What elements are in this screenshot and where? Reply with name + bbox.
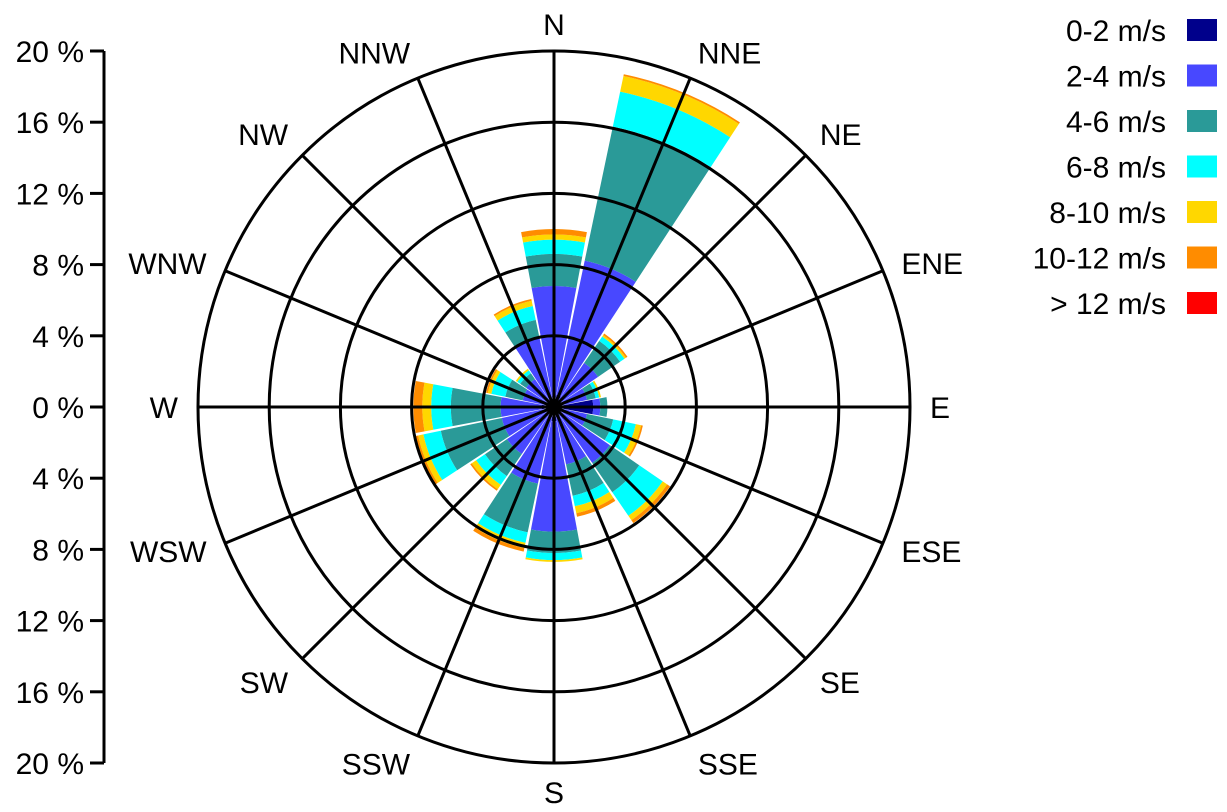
- scale-tick-label-9: 16 %: [16, 677, 84, 710]
- spoke-se: [552, 405, 807, 660]
- direction-label-n: N: [543, 9, 565, 42]
- direction-label-nw: NW: [238, 119, 289, 152]
- direction-label-ese: ESE: [901, 536, 961, 569]
- petal-sse-4-6-m-s: SSE 4-6 m/s: 1.8: [566, 456, 604, 496]
- direction-label-w: W: [150, 392, 179, 425]
- spoke-nw: [301, 154, 556, 409]
- legend-swatch-12-m-s: [1187, 292, 1217, 314]
- spoke-sw: [301, 405, 556, 660]
- petal-ese-10-12-m-s: ESE 10-12 m/s: 0.1: [628, 425, 643, 457]
- scale-tick-label-10: 20 %: [16, 748, 84, 781]
- spoke-nnw: [416, 77, 556, 408]
- direction-label-sw: SW: [240, 667, 289, 700]
- legend: 0-2 m/s 2-4 m/s 4-6 m/s 6-8 m/s 8-10 m/s 10-1…: [1033, 15, 1217, 321]
- spoke-nne: [552, 77, 692, 408]
- spoke-sse: [552, 406, 692, 737]
- scale-tick-label-1: 16 %: [16, 107, 84, 140]
- petal-ssw-2-4-m-s: SSW 2-4 m/s: 3.8: [511, 415, 552, 484]
- legend-label-8-10-m-s: 8-10 m/s: [1049, 197, 1166, 230]
- petal-ssw-10-12-m-s: SSW 10-12 m/s: 0.2: [473, 527, 525, 552]
- direction-label-se: SE: [820, 667, 860, 700]
- legend-label-4-6-m-s: 4-6 m/s: [1066, 106, 1166, 139]
- spoke-ene: [553, 269, 884, 409]
- petal-sw-10-12-m-s: SW 10-12 m/s: 0.1: [470, 463, 498, 491]
- direction-label-e: E: [930, 392, 950, 425]
- direction-label-ne: NE: [820, 119, 862, 152]
- scale-tick-label-6: 4 %: [32, 463, 84, 496]
- legend-swatch-6-8-m-s: [1187, 155, 1217, 178]
- direction-label-nnw: NNW: [338, 38, 410, 71]
- spoke-wnw: [224, 269, 555, 409]
- legend-swatch-4-6-m-s: [1187, 110, 1217, 132]
- scale-tick-label-4: 4 %: [32, 321, 84, 354]
- legend-label-10-12-m-s: 10-12 m/s: [1033, 243, 1166, 276]
- petal-nne-2-4-m-s: NNE 2-4 m/s: 7.7: [556, 260, 636, 397]
- spoke-ne: [552, 154, 807, 409]
- direction-label-ene: ENE: [901, 248, 963, 281]
- petal-nne-4-6-m-s: NNE 4-6 m/s: 7.7: [584, 126, 711, 282]
- petal-wsw-10-12-m-s: WSW 10-12 m/s: 0.2: [414, 435, 438, 485]
- spoke-ese: [553, 405, 884, 545]
- scale-tick-label-0: 20 %: [16, 36, 84, 69]
- direction-label-nne: NNE: [698, 38, 761, 71]
- legend-swatch-8-10-m-s: [1187, 201, 1217, 223]
- radial-scale-axis: 20 % 16 % 12 % 8 % 4 % 0 % 4 % 8 % 12 % 16 % 20 %: [16, 36, 106, 781]
- petal-wnw-10-12-m-s: WNW 10-12 m/s: 0.1: [486, 369, 498, 394]
- direction-label-s: S: [544, 777, 564, 810]
- direction-labels: N NNE NE ENE E ESE SE SSE S SSW SW WSW W WNW NW NNW: [128, 9, 963, 810]
- legend-label-2-4-m-s: 2-4 m/s: [1066, 61, 1166, 94]
- polar-grid: [196, 49, 912, 765]
- direction-label-sse: SSE: [698, 748, 758, 781]
- scale-tick-label-7: 8 %: [32, 534, 84, 567]
- petal-ne-10-12-m-s: NE 10-12 m/s: 0.1: [603, 333, 628, 358]
- petal-layer: N 0-2 m/s: 0.6N 2-4 m/s: 6.2N 4-6 m/s: 1…: [413, 74, 740, 562]
- direction-label-wsw: WSW: [130, 536, 207, 569]
- legend-swatch-10-12-m-s: [1187, 246, 1217, 269]
- spoke-wsw: [224, 405, 555, 545]
- direction-label-wnw: WNW: [128, 248, 207, 281]
- petal-se-10-12-m-s: SE 10-12 m/s: 0.2: [631, 484, 671, 524]
- direction-label-ssw: SSW: [342, 748, 411, 781]
- scale-tick-label-5: 0 %: [32, 392, 84, 425]
- petal-ne-8-10-m-s: NE 8-10 m/s: 0.1: [602, 334, 627, 359]
- legend-label-12-m-s: > 12 m/s: [1050, 288, 1166, 321]
- legend-label-0-2-m-s: 0-2 m/s: [1066, 15, 1166, 48]
- scale-tick-label-3: 8 %: [32, 250, 84, 283]
- scale-tick-label-8: 12 %: [16, 606, 84, 639]
- petal-s-8-10-m-s: S 8-10 m/s: 0.1: [525, 557, 583, 562]
- scale-tick-label-2: 12 %: [16, 178, 84, 211]
- legend-swatch-0-2-m-s: [1187, 19, 1217, 41]
- legend-label-6-8-m-s: 6-8 m/s: [1066, 152, 1166, 185]
- petal-nne-6-8-m-s: NNE 6-8 m/s: 2: [612, 91, 731, 168]
- petal-nnw-10-12-m-s: NNW 10-12 m/s: 0.1: [493, 298, 532, 317]
- petal-ssw-4-6-m-s: SSW 4-6 m/s: 2.8: [483, 472, 538, 533]
- spoke-ssw: [416, 406, 556, 737]
- legend-swatch-2-4-m-s: [1187, 64, 1217, 87]
